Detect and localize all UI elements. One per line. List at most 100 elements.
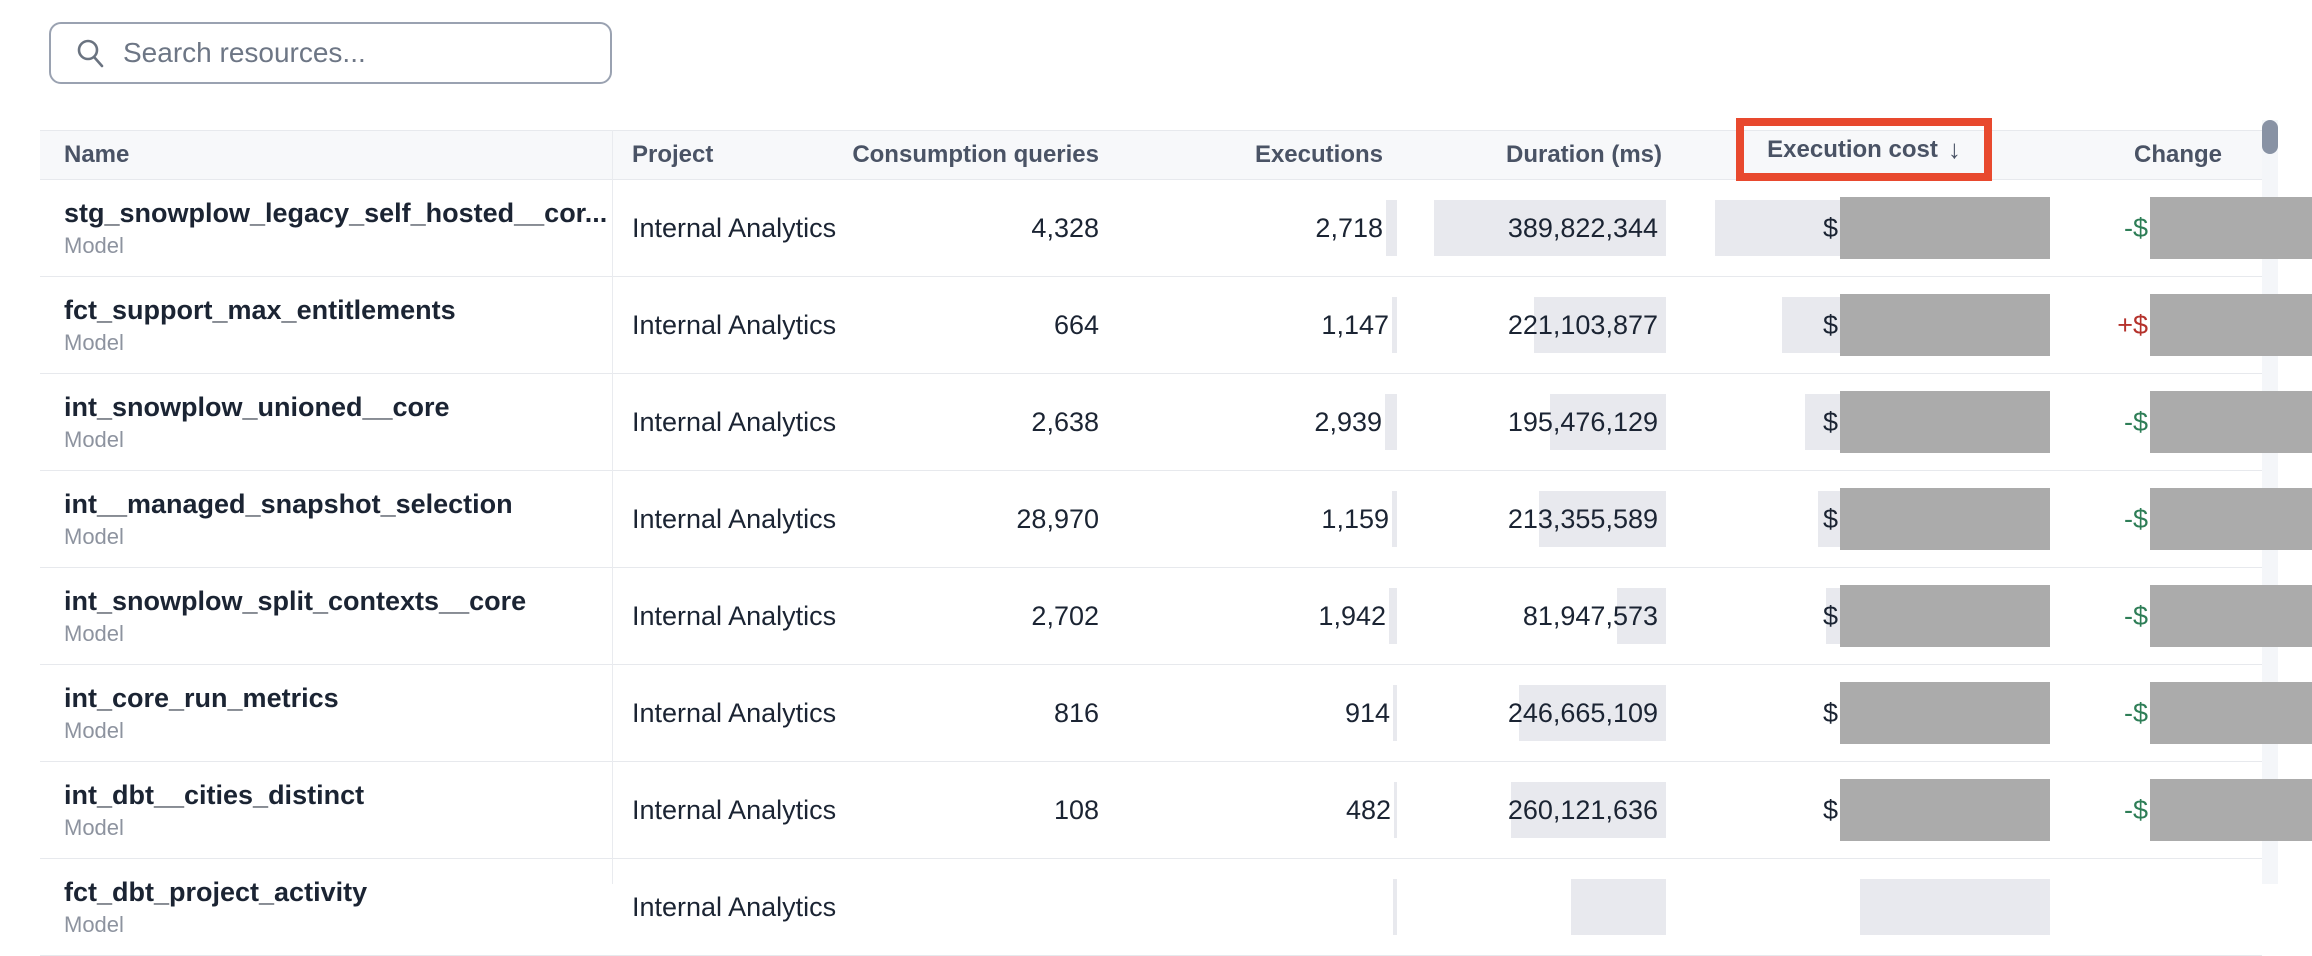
change-prefix: -$	[2123, 504, 2148, 534]
project-value: Internal Analytics	[632, 309, 837, 340]
change-prefix: -$	[2123, 213, 2148, 243]
execution-cost-prefix: $	[1822, 504, 1838, 534]
duration-bar	[1511, 782, 1666, 838]
consumption-queries-value: 4,328	[1031, 212, 1099, 243]
executions-cell: 482	[1103, 762, 1397, 858]
executions-value: 482	[1345, 794, 1391, 825]
execution-cost-redaction	[1840, 779, 2050, 841]
search-icon	[77, 39, 104, 68]
resource-name[interactable]: int_snowplow_split_contexts__core	[64, 586, 527, 616]
resource-type: Model	[64, 524, 124, 549]
consumption-queries-value: 108	[1053, 794, 1099, 825]
resources-table: Name Project Consumption queries Executi…	[40, 118, 2312, 956]
resource-name[interactable]: stg_snowplow_legacy_self_hosted__cor...	[64, 198, 608, 228]
table-row[interactable]: int_snowplow_unioned__core Model Interna…	[40, 374, 2312, 471]
search-input[interactable]	[121, 36, 592, 70]
duration-bar	[1519, 685, 1666, 741]
resource-name[interactable]: fct_support_max_entitlements	[64, 295, 456, 325]
name-cell: int_dbt__cities_distinct Model	[40, 778, 612, 842]
executions-cell	[1103, 859, 1397, 955]
duration-value: 260,121,636	[1507, 795, 1658, 825]
duration-bar	[1571, 879, 1666, 935]
table-row[interactable]: int__managed_snapshot_selection Model In…	[40, 471, 2312, 568]
resource-name[interactable]: int_snowplow_unioned__core	[64, 392, 450, 422]
change-prefix: -$	[2123, 698, 2148, 728]
resource-name[interactable]: int__managed_snapshot_selection	[64, 489, 513, 519]
duration-cell: 213,355,589	[1397, 471, 1670, 567]
column-header-consumption-queries[interactable]: Consumption queries	[852, 141, 1099, 168]
change-redaction	[2150, 197, 2312, 259]
duration-value: 213,355,589	[1507, 504, 1658, 534]
duration-bar	[1534, 297, 1666, 353]
table-header-row: Name Project Consumption queries Executi…	[40, 118, 2262, 181]
resource-type: Model	[64, 233, 124, 258]
column-header-executions[interactable]: Executions	[1254, 141, 1383, 168]
search-bar	[49, 22, 612, 84]
duration-value: 195,476,129	[1507, 407, 1658, 437]
execution-cost-redaction	[1840, 488, 2050, 550]
table-row[interactable]: fct_dbt_project_activity Model Internal …	[40, 859, 2262, 956]
duration-cell: 81,947,573	[1397, 568, 1670, 664]
executions-cell: 1,147	[1103, 277, 1397, 373]
change-redaction	[2150, 585, 2312, 647]
column-header-duration[interactable]: Duration (ms)	[1506, 141, 1662, 168]
duration-bar	[1434, 200, 1666, 256]
resource-name[interactable]: fct_dbt_project_activity	[64, 877, 368, 907]
table-row[interactable]: int_core_run_metrics Model Internal Anal…	[40, 665, 2312, 762]
resource-type: Model	[64, 427, 124, 452]
executions-cell: 1,942	[1103, 568, 1397, 664]
name-cell: stg_snowplow_legacy_self_hosted__cor... …	[40, 196, 612, 260]
resource-name[interactable]: int_dbt__cities_distinct	[64, 780, 365, 810]
executions-bar	[1394, 782, 1397, 838]
table-row[interactable]: int_snowplow_split_contexts__core Model …	[40, 568, 2312, 665]
change-prefix: +$	[2117, 310, 2148, 340]
name-cell: fct_support_max_entitlements Model	[40, 293, 612, 357]
consumption-queries-value: 2,638	[1031, 406, 1099, 437]
consumption-queries-value: 28,970	[1016, 503, 1099, 534]
executions-bar	[1389, 588, 1397, 644]
change-redaction	[2150, 488, 2312, 550]
execution-cost-prefix: $	[1822, 698, 1838, 728]
scrollbar-thumb[interactable]	[2262, 120, 2278, 154]
duration-value: 221,103,877	[1507, 310, 1658, 340]
resource-name[interactable]: int_core_run_metrics	[64, 683, 339, 713]
execution-cost-bar	[1860, 879, 2050, 935]
execution-cost-redaction	[1840, 585, 2050, 647]
column-header-project[interactable]: Project	[632, 141, 714, 168]
duration-value: 81,947,573	[1522, 601, 1658, 631]
project-value: Internal Analytics	[632, 600, 837, 631]
resource-type: Model	[64, 718, 124, 743]
change-redaction	[2150, 294, 2312, 356]
change-redaction	[2150, 682, 2312, 744]
executions-bar	[1392, 491, 1397, 547]
change-prefix: -$	[2123, 407, 2148, 437]
executions-cell: 1,159	[1103, 471, 1397, 567]
consumption-queries-value: 816	[1053, 697, 1099, 728]
executions-bar	[1393, 685, 1397, 741]
resource-type: Model	[64, 912, 124, 937]
column-header-execution-cost[interactable]: Execution cost	[1767, 135, 1938, 163]
project-value: Internal Analytics	[632, 212, 837, 243]
sort-descending-icon[interactable]: ↓	[1947, 134, 1961, 164]
executions-value: 1,942	[1318, 600, 1386, 631]
executions-cell: 914	[1103, 665, 1397, 761]
table-row[interactable]: stg_snowplow_legacy_self_hosted__cor... …	[40, 180, 2312, 277]
change-prefix: -$	[2123, 601, 2148, 631]
executions-cell: 2,939	[1103, 374, 1397, 470]
table-body: stg_snowplow_legacy_self_hosted__cor... …	[40, 180, 2312, 956]
executions-bar	[1386, 200, 1397, 256]
executions-value: 914	[1344, 697, 1390, 728]
table-row[interactable]: fct_support_max_entitlements Model Inter…	[40, 277, 2312, 374]
duration-cell: 389,822,344	[1397, 180, 1670, 276]
execution-cost-prefix: $	[1822, 310, 1838, 340]
executions-bar	[1385, 394, 1397, 450]
executions-cell: 2,718	[1103, 180, 1397, 276]
duration-bar	[1539, 491, 1666, 547]
table-row[interactable]: int_dbt__cities_distinct Model Internal …	[40, 762, 2312, 859]
column-header-name[interactable]: Name	[64, 141, 130, 168]
duration-cell: 260,121,636	[1397, 762, 1670, 858]
duration-bar	[1550, 394, 1666, 450]
duration-cell	[1397, 859, 1670, 955]
column-header-change[interactable]: Change	[2133, 141, 2222, 168]
consumption-queries-value: 2,702	[1031, 600, 1099, 631]
